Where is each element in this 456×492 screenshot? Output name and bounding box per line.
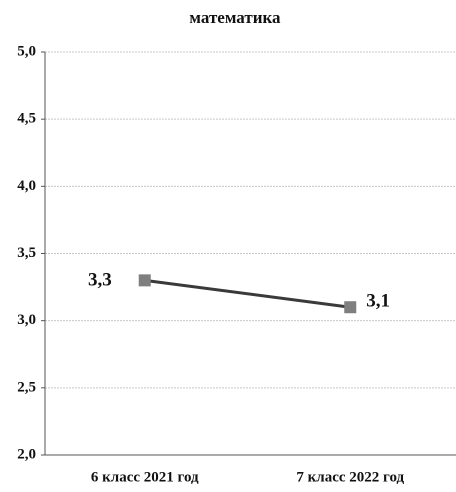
value-label: 3,3 [88,270,112,291]
y-tick-label: 4,5 [17,111,36,127]
marker [344,301,357,314]
y-tick-label: 5,0 [17,43,36,59]
x-tick-label: 7 класс 2022 год [296,469,404,485]
x-tick-label: 6 класс 2021 год [91,469,199,485]
y-tick-label: 3,5 [17,245,36,261]
y-tick-label: 2,0 [17,446,36,462]
marker [138,274,151,287]
y-tick-label: 4,0 [17,178,36,194]
y-tick-label: 3,0 [17,312,36,328]
line [144,278,351,309]
chart-title: математика [189,8,281,27]
value-label: 3,1 [366,291,390,312]
y-tick-label: 2,5 [17,379,36,395]
